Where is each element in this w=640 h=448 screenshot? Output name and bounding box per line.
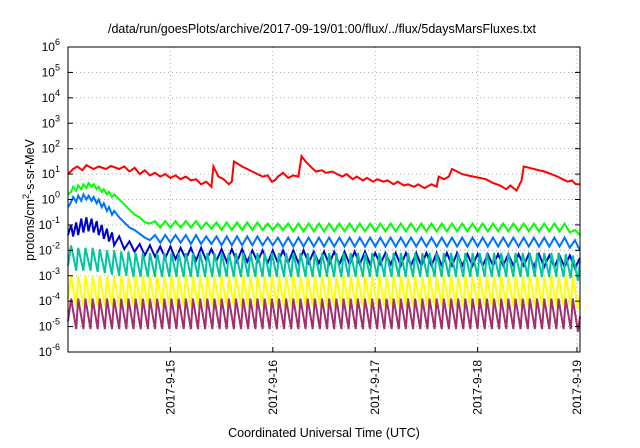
y-axis: 10-6 10-5 10-4 10-3 10-2 10-1 100 101 102 103 104 1… — [39, 37, 580, 359]
y-tick-label: 10-4 — [39, 291, 60, 308]
y-tick-label: 10-2 — [39, 240, 60, 257]
series-group — [67, 153, 581, 332]
x-axis: 2017-9-15 2017-9-16 2017-9-17 2017-9-18 2017… — [163, 347, 584, 415]
x-tick-label: 2017-9-19 — [570, 360, 584, 415]
chart-title: /data/run/goesPlots/archive/2017-09-19/0… — [108, 22, 537, 36]
x-tick-label: 2017-9-18 — [471, 360, 485, 415]
y-tick-label: 105 — [42, 62, 60, 79]
y-tick-label: 102 — [42, 139, 60, 156]
series-line-yellow — [67, 275, 581, 309]
y-tick-label: 106 — [42, 37, 60, 54]
y-tick-label: 104 — [42, 88, 60, 105]
y-axis-title: protons/cm2-s-sr-MeV — [21, 138, 37, 260]
y-tick-label: 10-5 — [39, 317, 60, 334]
y-tick-label: 10-3 — [39, 266, 60, 283]
y-axis-title-rest: -s-sr-MeV — [23, 138, 37, 194]
y-tick-label: 10-6 — [39, 342, 60, 359]
y-tick-label: 100 — [42, 190, 60, 207]
y-axis-title-sup: 2 — [21, 194, 31, 199]
series-line-blue — [67, 191, 581, 251]
y-tick-label: 10-1 — [39, 215, 60, 232]
y-axis-title-base: protons/cm — [23, 199, 37, 261]
x-axis-title: Coordinated Universal Time (UTC) — [228, 426, 420, 440]
series-line-green — [67, 181, 581, 236]
y-tick-label: 101 — [42, 164, 60, 181]
x-tick-label: 2017-9-16 — [266, 360, 280, 415]
series-line-teal — [67, 245, 581, 282]
series-line-purple — [67, 298, 581, 332]
y-tick-label: 103 — [42, 113, 60, 130]
x-tick-label: 2017-9-17 — [368, 360, 382, 415]
series-line-red — [67, 153, 580, 193]
x-tick-label: 2017-9-15 — [163, 360, 177, 415]
